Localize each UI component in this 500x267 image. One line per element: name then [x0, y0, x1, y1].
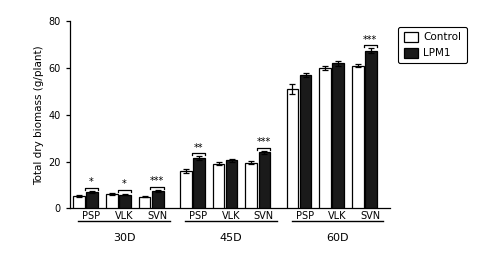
Bar: [86, 192, 98, 208]
Text: ***: ***: [150, 176, 164, 186]
Bar: [352, 66, 364, 208]
Bar: [300, 75, 312, 208]
Text: 60D: 60D: [326, 233, 349, 242]
Bar: [139, 197, 150, 208]
Bar: [180, 171, 192, 208]
Text: 30D: 30D: [113, 233, 136, 242]
Bar: [320, 68, 331, 208]
Text: *: *: [89, 178, 94, 187]
Bar: [226, 160, 237, 208]
Bar: [212, 164, 224, 208]
Bar: [74, 196, 85, 208]
Bar: [246, 163, 257, 208]
Text: *: *: [122, 179, 126, 189]
Bar: [332, 63, 344, 208]
Text: **: **: [194, 143, 203, 153]
Text: ***: ***: [256, 137, 271, 147]
Bar: [106, 194, 118, 208]
Bar: [152, 191, 164, 208]
Legend: Control, LPM1: Control, LPM1: [398, 27, 466, 63]
Bar: [258, 152, 270, 208]
Text: 45D: 45D: [220, 233, 242, 242]
Bar: [286, 89, 298, 208]
Y-axis label: Total dry biomass (g/plant): Total dry biomass (g/plant): [34, 45, 44, 184]
Bar: [193, 158, 204, 208]
Bar: [365, 50, 377, 208]
Bar: [119, 195, 131, 208]
Text: ***: ***: [363, 35, 378, 45]
